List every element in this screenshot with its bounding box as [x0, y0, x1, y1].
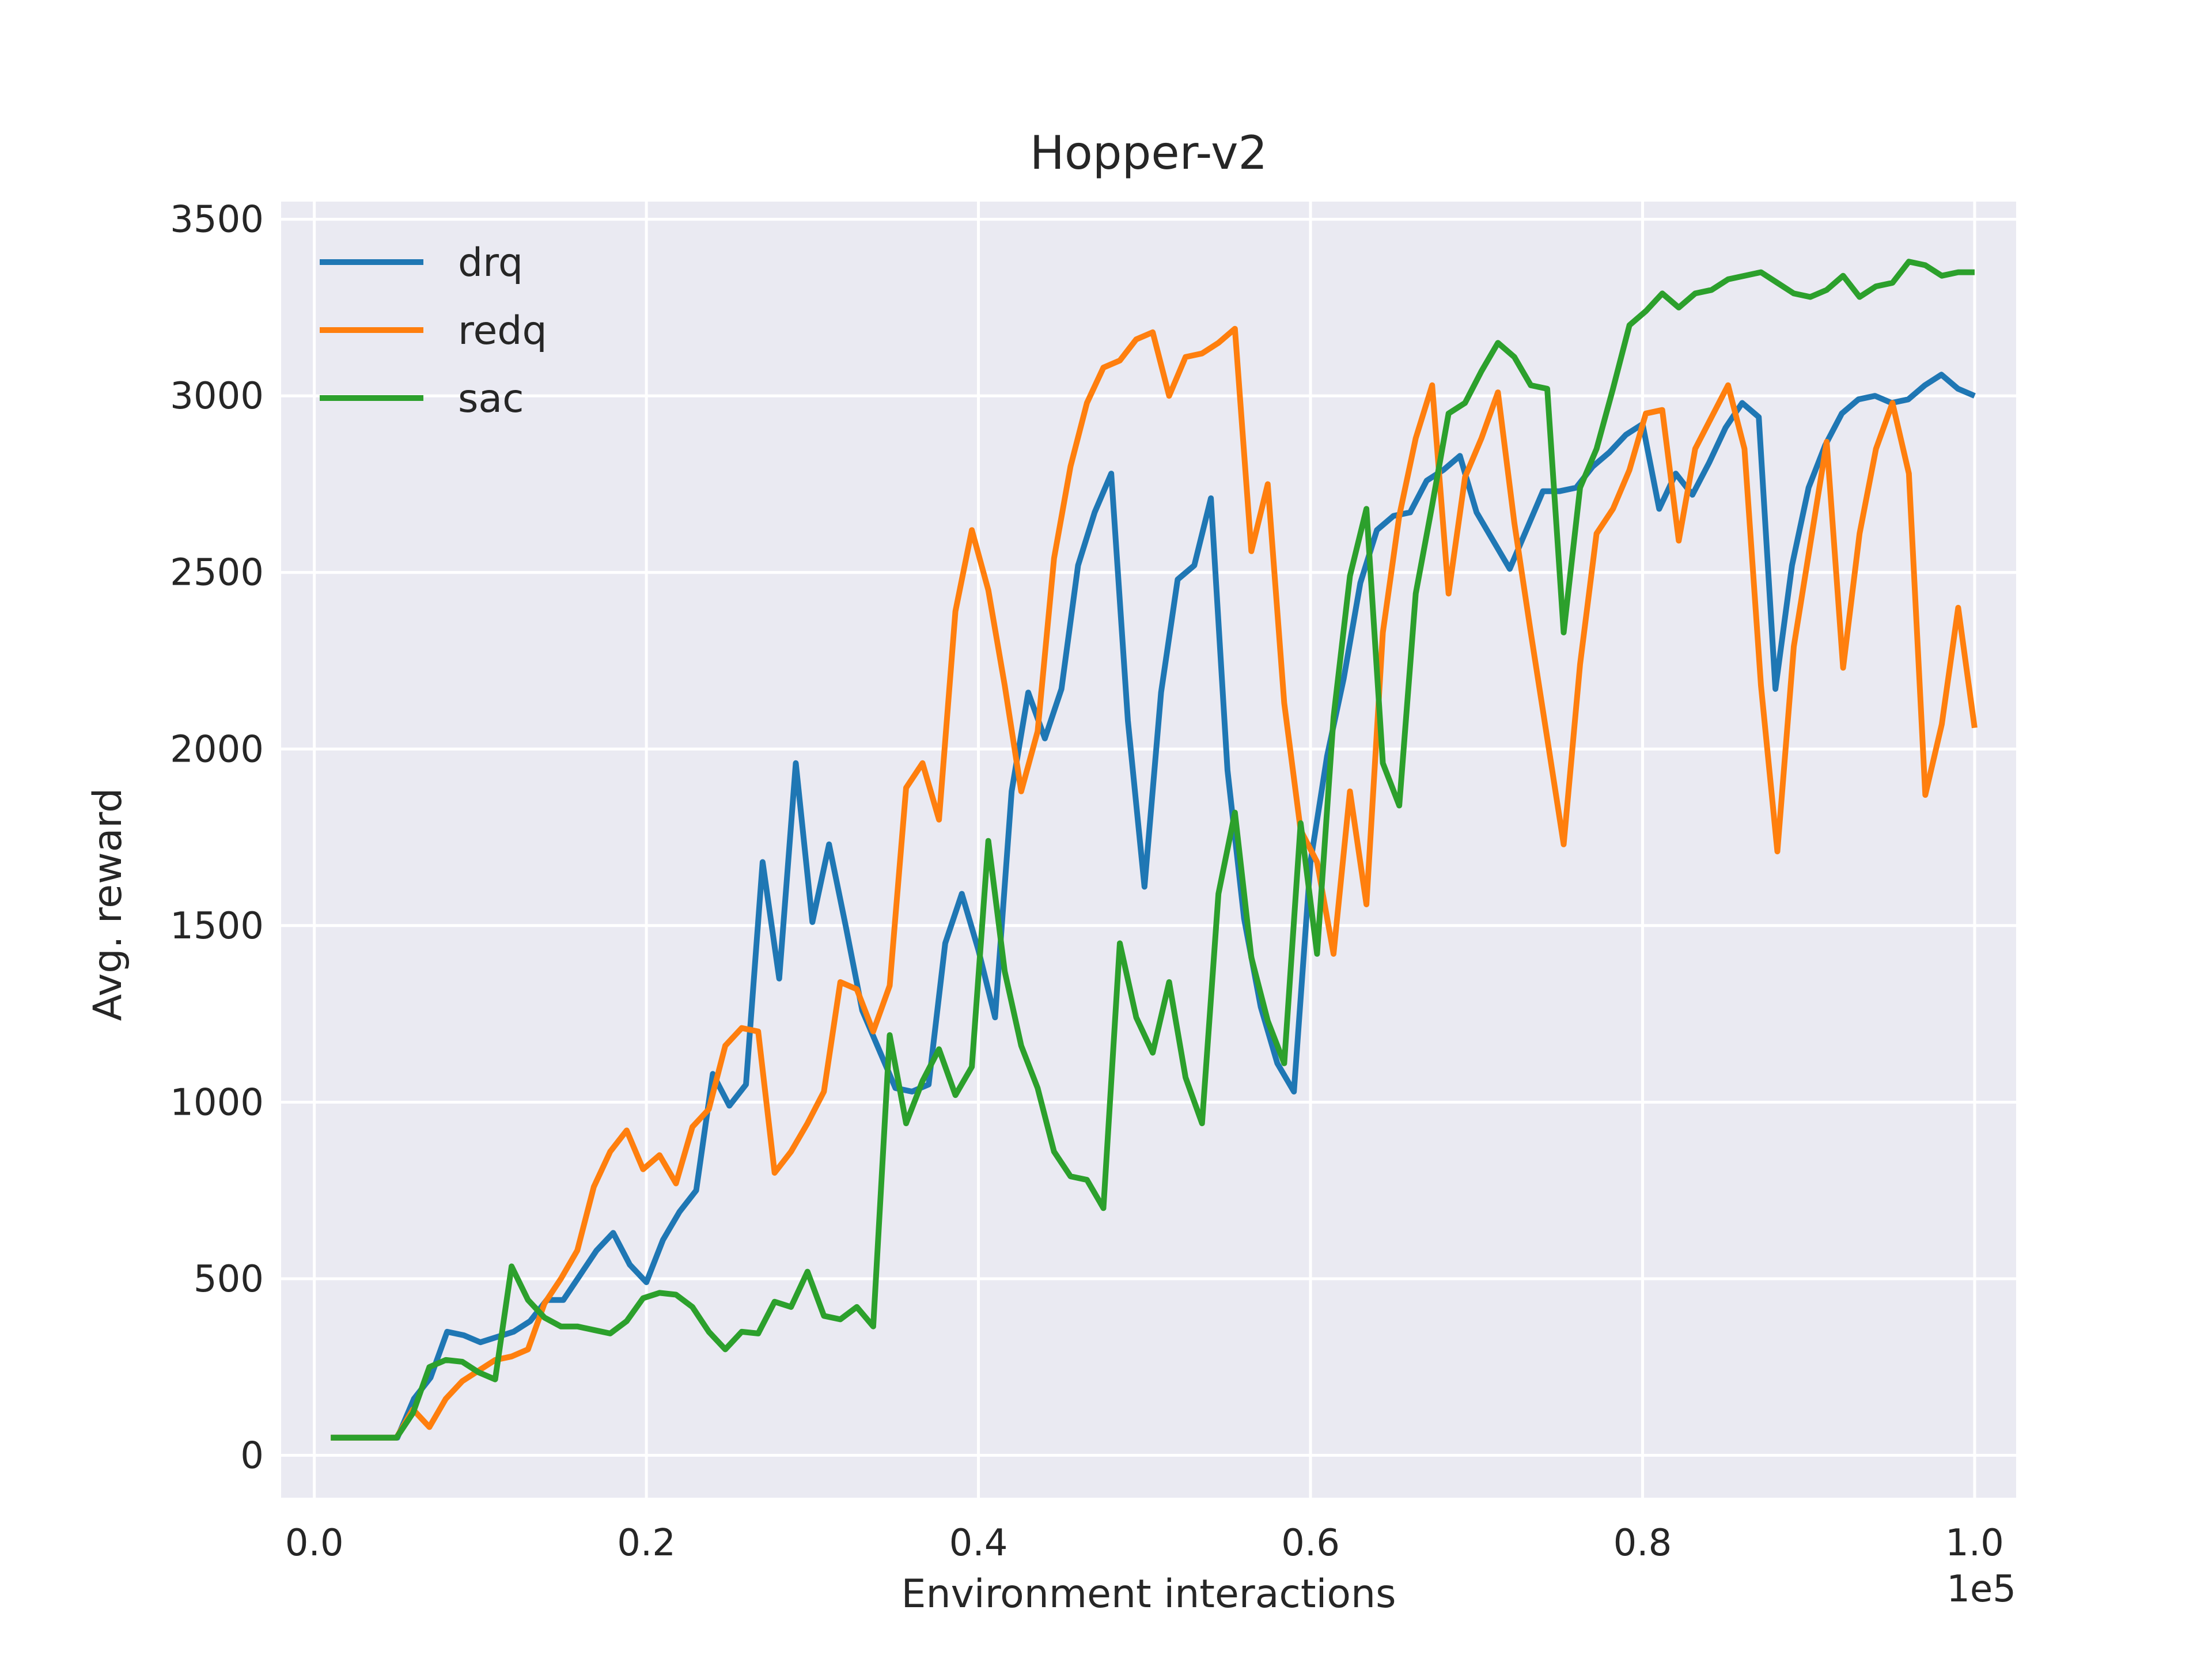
- legend-label-sac: sac: [458, 376, 524, 422]
- y-tick-label: 500: [194, 1258, 264, 1301]
- y-tick-label: 1500: [170, 905, 264, 948]
- y-tick-label: 3000: [170, 375, 264, 418]
- series-line-drq: [331, 372, 1976, 1441]
- series-line-redq: [331, 325, 1978, 1441]
- x-tick-label: 0.0: [285, 1522, 344, 1565]
- y-tick-label: 2500: [170, 552, 264, 594]
- x-tick-label: 0.8: [1613, 1522, 1672, 1565]
- legend: drq redq sac: [320, 240, 547, 422]
- x-tick-label: 0.6: [1281, 1522, 1340, 1565]
- y-axis-label: Avg. reward: [85, 788, 131, 1021]
- chart-title: Hopper-v2: [1030, 126, 1268, 180]
- legend-label-drq: drq: [458, 240, 523, 286]
- x-axis-offset-label: 1e5: [1946, 1568, 2016, 1611]
- x-tick-labels: 0.0 0.2 0.4 0.6 0.8 1.0: [285, 1522, 2004, 1565]
- y-tick-label: 2000: [170, 728, 264, 771]
- series-lines: [331, 259, 1978, 1441]
- legend-label-redq: redq: [458, 308, 547, 354]
- y-tick-label: 0: [240, 1434, 264, 1477]
- y-tick-label: 1000: [170, 1081, 264, 1124]
- y-tick-labels: 0 500 1000 1500 2000 2500 3000 3500: [170, 199, 264, 1478]
- x-tick-label: 0.2: [617, 1522, 676, 1565]
- x-axis-label: Environment interactions: [902, 1571, 1396, 1617]
- series-line-sac: [331, 259, 1975, 1441]
- y-tick-label: 3500: [170, 199, 264, 241]
- x-tick-label: 0.4: [949, 1522, 1008, 1565]
- x-tick-label: 1.0: [1945, 1522, 2004, 1565]
